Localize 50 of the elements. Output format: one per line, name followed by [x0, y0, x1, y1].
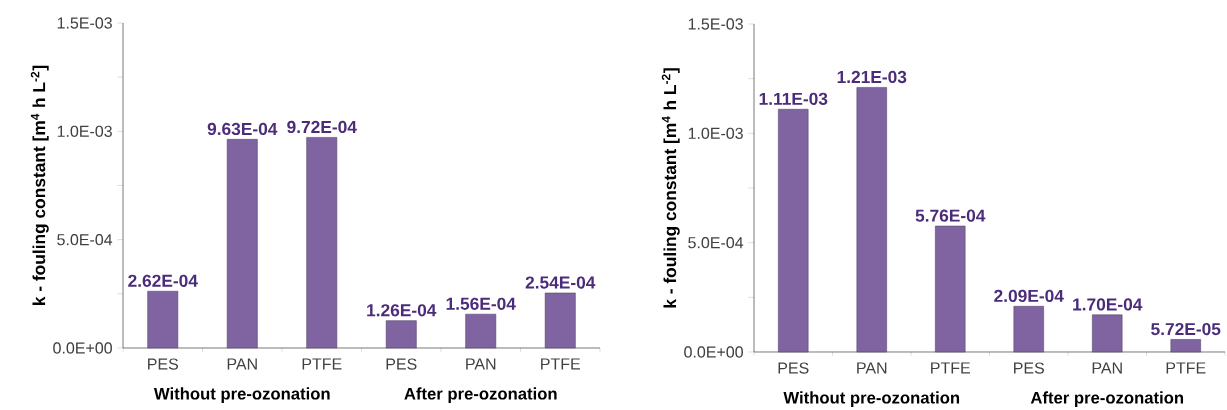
- y-tick-label: 1.0E-03: [688, 127, 743, 139]
- x-tick-label: PTFE: [302, 358, 342, 370]
- y-tick-label: 0.0E+00: [684, 346, 743, 358]
- x-tick-label: PTFE: [541, 358, 580, 370]
- data-label: 1.70E-04: [1073, 298, 1143, 311]
- data-label: 2.62E-04: [128, 274, 198, 287]
- bar: [1092, 314, 1123, 353]
- data-label: 1.26E-04: [367, 304, 437, 317]
- data-label: 1.21E-03: [837, 70, 907, 84]
- y-tick-label: 1.5E-03: [688, 18, 743, 30]
- data-label: 5.76E-04: [915, 209, 986, 222]
- y-tick-label: 1.5E-03: [57, 17, 112, 29]
- text: After pre-ozonation: [1030, 391, 1184, 407]
- text: Without pre-ozonation: [783, 391, 960, 407]
- x-tick-label: PAN: [857, 362, 887, 374]
- x-tick-label: PES: [386, 358, 417, 370]
- x-tick-label: PES: [1014, 362, 1045, 374]
- y-axis-title: k - fouling constant [m$^{4}$ h L$^{-2}$]: [661, 68, 680, 308]
- bar: [465, 313, 497, 349]
- data-label: 2.54E-04: [525, 276, 596, 289]
- bar: [1170, 339, 1201, 353]
- x-tick-label: PES: [778, 362, 809, 374]
- bar: [778, 109, 809, 353]
- data-label: 9.63E-04: [207, 122, 278, 136]
- bar: [226, 139, 258, 349]
- y-tick-label: 0.0E+00: [53, 342, 112, 354]
- x-tick-label: PAN: [466, 358, 496, 370]
- bar: [856, 87, 887, 353]
- text: Without pre-ozonation: [153, 387, 330, 403]
- y-axis-title: k - fouling constant [m$^{4}$ h L$^{-2}$]: [30, 65, 49, 305]
- bar: [1013, 306, 1044, 353]
- bar: [935, 225, 966, 353]
- x-tick-label: PES: [148, 358, 179, 370]
- x-tick-label: PTFE: [1166, 362, 1206, 374]
- data-label: 2.09E-04: [994, 289, 1064, 303]
- x-tick-label: PTFE: [931, 362, 970, 374]
- data-label: 1.56E-04: [446, 297, 516, 310]
- bar: [306, 137, 338, 349]
- bar: [385, 320, 417, 349]
- x-tick-label: PAN: [1092, 362, 1122, 374]
- data-label: 9.72E-04: [287, 120, 357, 134]
- y-tick-label: 5.0E-04: [57, 234, 113, 246]
- data-label: 5.72E-05: [1151, 322, 1221, 336]
- data-label: 1.11E-03: [759, 92, 828, 105]
- y-tick-label: 5.0E-04: [688, 237, 744, 249]
- x-tick-label: PAN: [227, 358, 257, 370]
- text: After pre-ozonation: [404, 387, 557, 403]
- bar: [147, 290, 179, 349]
- bar: [544, 292, 576, 349]
- y-tick-label: 1.0E-03: [57, 125, 112, 137]
